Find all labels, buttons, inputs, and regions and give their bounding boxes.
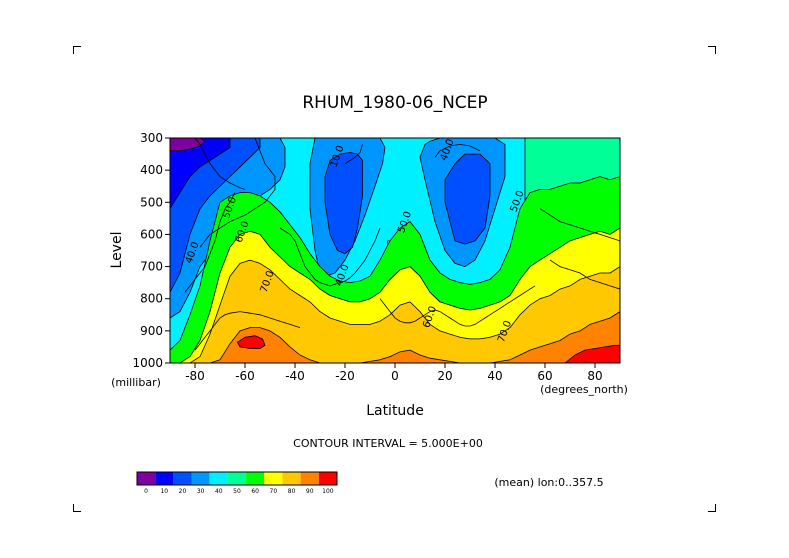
y-tick-label: 900 [140,324,163,338]
x-tick-label: 40 [487,369,502,383]
colorbar-swatch-7 [264,472,283,485]
contour-band-2 [170,138,261,293]
contour-line-2 [199,138,276,248]
colorbar-swatch-8 [282,472,301,485]
colorbar-label: 80 [288,488,296,495]
y-tick-label: 800 [140,292,163,306]
colorbar-label: 90 [306,488,314,495]
x-tick-label: 20 [437,369,452,383]
contour-interval-note: CONTOUR INTERVAL = 5.000E+00 [293,437,483,450]
crop-mark-top-left [73,46,81,54]
contour-fill-bands [170,138,620,363]
x-tick-label: -40 [285,369,305,383]
colorbar-swatch-6 [246,472,265,485]
crop-mark-top-right [708,46,716,54]
colorbar-swatch-4 [209,472,228,485]
contour-band-8 [444,153,491,245]
contour-line-3 [344,144,363,165]
colorbar-label: 30 [197,488,205,495]
colorbar-label: 70 [270,488,278,495]
contour-line-10 [549,259,620,290]
colorbar-label: 10 [160,488,168,495]
y-tick-label: 600 [140,227,163,241]
x-axis-ticks: -80 -60 -40 -20 0 20 40 60 80 [185,363,603,383]
y-tick-label: 700 [140,260,163,274]
contour-band-4 [170,138,206,152]
y-tick-label: 1000 [132,356,163,370]
contour-band-13 [170,311,620,363]
contour-band-12 [170,259,620,363]
averaging-note: (mean) lon:0..357.5 [494,476,603,489]
colorbar-swatch-0 [137,472,156,485]
contour-line-4 [434,143,481,158]
x-tick-label: -60 [235,369,255,383]
y-tick-label: 400 [140,163,163,177]
y-tick-label: 300 [140,131,163,145]
colorbar-label: 100 [322,488,334,495]
colorbar-swatch-5 [227,472,247,485]
contour-band-3 [170,138,231,210]
x-tick-label: 60 [537,369,552,383]
crop-mark-bottom-right [708,504,716,512]
contour-band-6 [324,152,363,255]
colorbar-swatch-9 [300,472,319,485]
colorbar-label: 40 [215,488,223,495]
x-unit-label: (degrees_north) [540,383,628,396]
contour-line-5 [279,227,381,287]
y-unit-label: (millibar) [111,376,161,389]
contour-line-6 [184,192,236,293]
contour-line-8 [194,311,301,351]
contour-lines [184,138,620,351]
contour-band-14 [237,335,266,349]
chart-title: RHUM_1980-06_NCEP [302,93,487,113]
x-tick-label: 0 [391,369,399,383]
plot-area: 10.0 40.050.050.050.060.040.040.070.060.0… [170,138,620,363]
colorbar: 0 10 20 30 40 50 60 70 80 90 100 [136,471,338,495]
colorbar-label: 50 [233,488,241,495]
x-tick-label: -20 [335,369,355,383]
y-axis-title: Level [109,232,125,269]
colorbar-label: 20 [179,488,187,495]
colorbar-label: 0 [144,488,148,495]
x-tick-label: 80 [587,369,602,383]
contour-line-7 [379,285,536,327]
y-axis-ticks: 300 400 500 600 700 800 900 1000 [132,131,170,370]
contour-line-1 [194,138,246,190]
contour-band-15 [564,344,620,363]
crop-mark-bottom-left [73,504,81,512]
colorbar-frame [136,471,338,486]
x-axis-title: Latitude [366,403,424,419]
colorbar-label: 60 [251,488,259,495]
colorbar-swatch-1 [155,472,174,485]
colorbar-swatch-2 [173,472,192,485]
y-tick-label: 500 [140,195,163,209]
x-tick-label: -80 [185,369,205,383]
contour-line-9 [539,208,620,242]
colorbar-swatch-3 [191,472,210,485]
colorbar-swatch-10 [318,472,337,485]
